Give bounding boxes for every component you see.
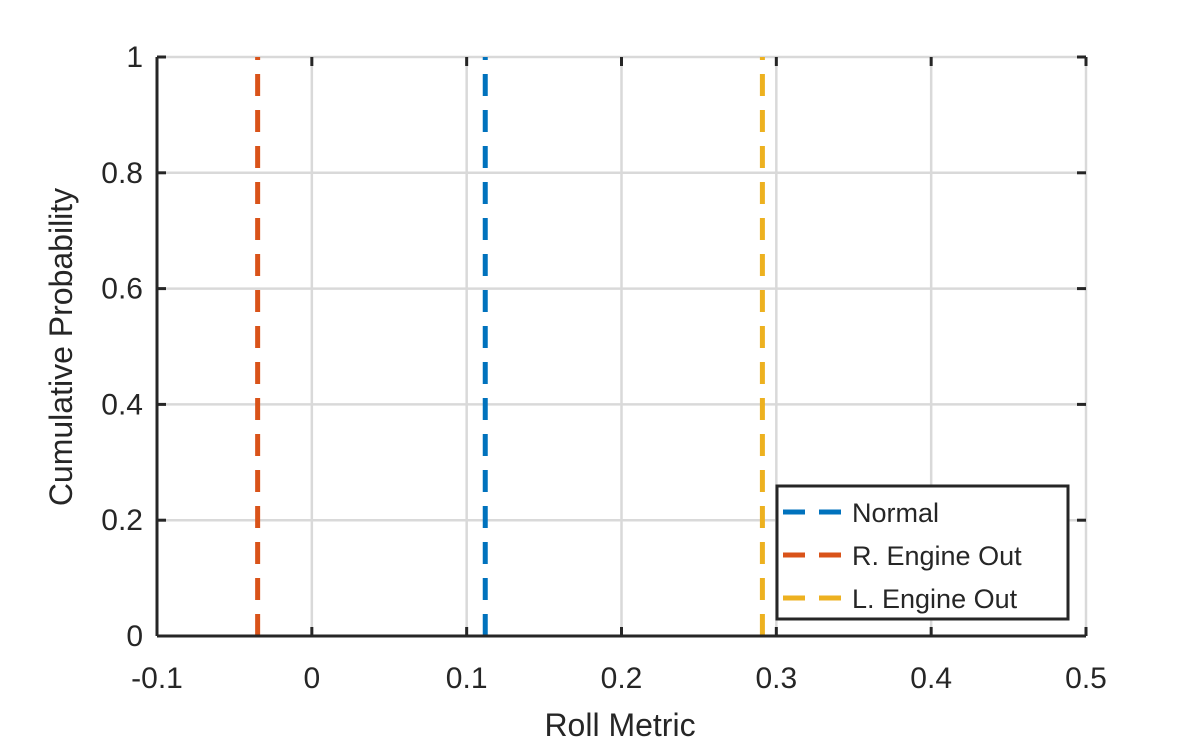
x-tick-label: 0.4	[910, 662, 952, 695]
x-axis-label: Roll Metric	[544, 707, 695, 743]
x-tick-label: 0.1	[446, 662, 488, 695]
x-tick-label: 0.3	[755, 662, 797, 695]
y-tick-label: 0	[126, 620, 143, 653]
x-tick-label: 0	[303, 662, 320, 695]
series-lines	[255, 57, 765, 636]
axes	[155, 55, 1088, 638]
y-tick-label: 0.6	[101, 273, 143, 306]
legend-label: R. Engine Out	[852, 541, 1022, 571]
x-tick-label: 0.2	[601, 662, 643, 695]
y-tick-label: 0.2	[101, 504, 143, 537]
x-tick-label: 0.5	[1065, 662, 1107, 695]
tick-labels: -0.1 0 0.1 0.2 0.3 0.4 0.5 0 0.2 0.4 0.6 0.8 1	[101, 41, 1107, 695]
legend-label: Normal	[852, 498, 939, 528]
x-tick-label: -0.1	[131, 662, 183, 695]
y-tick-label: 0.8	[101, 157, 143, 190]
y-tick-label: 1	[126, 41, 143, 74]
legend: Normal R. Engine Out L. Engine Out	[775, 484, 1070, 621]
legend-label: L. Engine Out	[852, 584, 1018, 614]
y-tick-label: 0.4	[101, 388, 143, 421]
legend-items: Normal R. Engine Out L. Engine Out	[783, 498, 1022, 614]
y-axis-label: Cumulative Probability	[43, 188, 79, 506]
